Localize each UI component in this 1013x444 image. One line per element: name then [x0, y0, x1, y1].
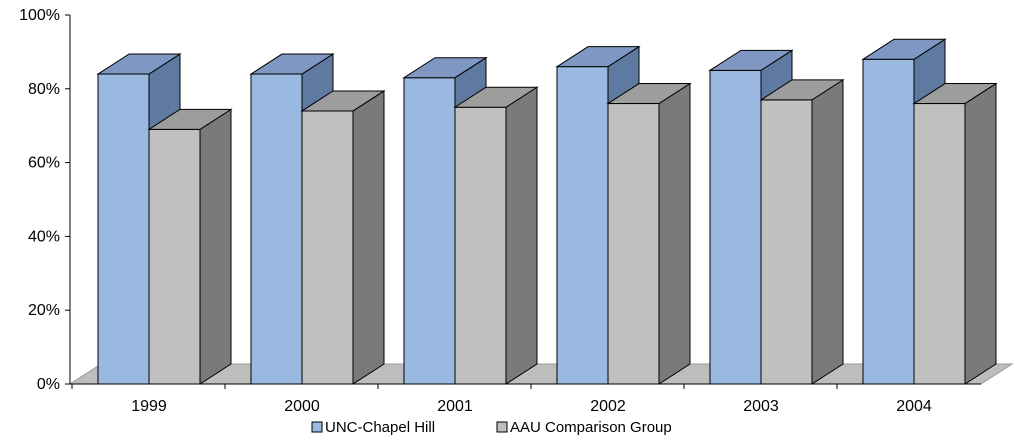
x-tick-label: 1999	[131, 398, 167, 415]
bar-aau-2000-top	[300, 90, 386, 112]
bar-aau-2003-side	[811, 78, 844, 385]
bar-unc-1999-front	[97, 73, 150, 385]
bar-aau-2000-front	[301, 110, 354, 385]
bar-aau-1999-front	[148, 128, 201, 385]
bar-unc-2002-front	[556, 66, 609, 385]
bar-unc-2000-front	[250, 73, 303, 385]
bar-aau-2002-side	[658, 82, 691, 385]
bar-aau-2002-top	[606, 83, 692, 105]
bar-aau-2003-front	[760, 99, 813, 385]
bar-unc-2001-front	[403, 77, 456, 385]
bar-aau-1999-top	[147, 108, 233, 130]
x-tick-label: 2000	[284, 398, 320, 415]
legend-swatch	[311, 421, 323, 433]
bar-unc-1999-top	[96, 53, 182, 75]
bar-unc-2004-top	[861, 38, 947, 60]
bar-aau-2002-front	[607, 103, 660, 385]
y-tick-label: 60%	[28, 155, 60, 172]
bar-unc-2003-front	[709, 69, 762, 385]
bar-unc-2003-top	[708, 49, 794, 71]
bar-aau-2004-front	[913, 103, 966, 385]
x-tick-label: 2004	[896, 398, 932, 415]
y-tick-label: 40%	[28, 228, 60, 245]
y-tick-label: 20%	[28, 302, 60, 319]
legend-swatch	[496, 421, 508, 433]
legend-label: AAU Comparison Group	[510, 419, 672, 436]
bar-aau-2001-side	[505, 86, 538, 385]
bar-aau-1999-side	[199, 108, 232, 385]
bar-unc-2000-top	[249, 53, 335, 75]
bar-unc-2002-top	[555, 46, 641, 68]
bar-unc-2001-top	[402, 57, 488, 79]
x-tick-label: 2003	[743, 398, 779, 415]
bar-aau-2004-top	[912, 83, 998, 105]
y-tick-label: 0%	[37, 376, 60, 393]
y-tick-label: 80%	[28, 81, 60, 98]
bar-aau-2001-front	[454, 106, 507, 385]
bar-aau-2000-side	[352, 90, 385, 385]
bar-aau-2001-top	[453, 86, 539, 108]
x-tick-label: 2002	[590, 398, 626, 415]
bar-aau-2003-top	[759, 79, 845, 101]
x-tick-label: 2001	[437, 398, 473, 415]
y-tick-label: 100%	[19, 7, 60, 24]
bar-aau-2004-side	[964, 82, 997, 385]
bar-unc-2004-front	[862, 58, 915, 385]
legend-label: UNC-Chapel Hill	[325, 419, 435, 436]
